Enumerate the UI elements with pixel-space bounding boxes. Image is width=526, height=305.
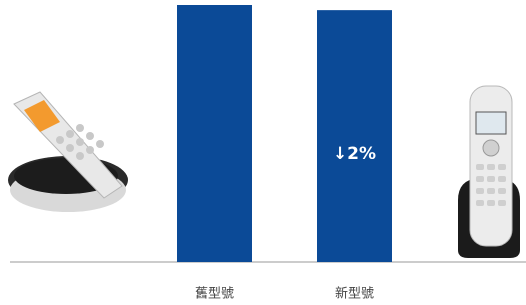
x-tick-label: 舊型號 [195,287,234,302]
chart: 舊型號 新型號 ↓2% [0,0,526,305]
old-phone-illustration [8,92,128,212]
change-annotation: ↓2% [333,144,376,164]
new-phone-illustration [458,86,520,258]
bar [317,10,392,262]
x-tick-label: 新型號 [335,286,374,302]
bar [177,5,252,262]
